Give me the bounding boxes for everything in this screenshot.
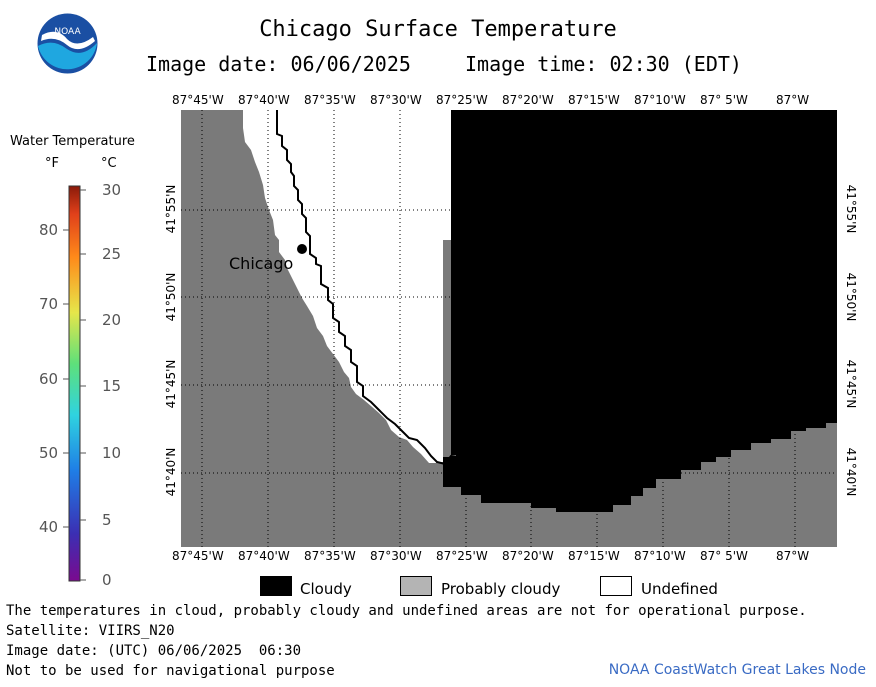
lon-top-2: 87°35'W <box>304 93 356 107</box>
lon-bottom-1: 87°40'W <box>238 549 290 563</box>
image-time: Image time: 02:30 (EDT) <box>465 52 742 76</box>
lat-left-1: 41°50'N <box>164 272 178 322</box>
c-tick-10: 10 <box>102 444 122 462</box>
undefined-swatch <box>600 576 632 596</box>
c-tick-15: 15 <box>102 377 122 395</box>
legend-title: Water Temperature <box>10 134 135 149</box>
graticule <box>181 110 837 547</box>
operational-note: The temperatures in cloud, probably clou… <box>6 603 807 619</box>
f-tick-40: 40 <box>39 518 59 536</box>
lon-bottom-7: 87°10'W <box>634 549 686 563</box>
unit-fahrenheit: °F <box>45 156 59 171</box>
c-tick-5: 5 <box>102 511 112 529</box>
probably-cloudy-swatch <box>400 576 432 596</box>
lon-top-1: 87°40'W <box>238 93 290 107</box>
coastline <box>276 110 457 466</box>
c-tick-30: 30 <box>102 181 122 199</box>
lat-left-3: 41°40'N <box>164 447 178 497</box>
undefined-label: Undefined <box>641 580 718 598</box>
undefined-area <box>243 110 451 463</box>
c-tick-20: 20 <box>102 311 122 329</box>
lon-bottom-3: 87°30'W <box>370 549 422 563</box>
lon-bottom-4: 87°25'W <box>436 549 488 563</box>
lon-top-3: 87°30'W <box>370 93 422 107</box>
image-date: Image date: 06/06/2025 <box>146 52 411 76</box>
lat-right-2: 41°45'N <box>844 359 858 409</box>
unit-celsius: °C <box>101 156 117 171</box>
lat-left-0: 41°55'N <box>164 184 178 234</box>
lon-top-9: 87°W <box>776 93 810 107</box>
f-tick-50: 50 <box>39 444 59 462</box>
cloudy-label: Cloudy <box>300 580 352 598</box>
f-tick-60: 60 <box>39 370 59 388</box>
f-tick-80: 80 <box>39 221 59 239</box>
svg-text:NOAA: NOAA <box>54 27 81 37</box>
lon-bottom-5: 87°20'W <box>502 549 554 563</box>
lon-top-6: 87°15'W <box>568 93 620 107</box>
lat-left-2: 41°45'N <box>164 359 178 409</box>
credit-link[interactable]: NOAA CoastWatch Great Lakes Node <box>608 662 866 678</box>
lat-right-0: 41°55'N <box>844 184 858 234</box>
utc-date: Image date: (UTC) 06/06/2025 06:30 <box>6 643 302 659</box>
lon-top-0: 87°45'W <box>172 93 224 107</box>
surface-temperature-map <box>181 110 837 547</box>
cloudy-swatch <box>260 576 292 596</box>
lon-bottom-2: 87°35'W <box>304 549 356 563</box>
lon-top-5: 87°20'W <box>502 93 554 107</box>
f-tick-70: 70 <box>39 295 59 313</box>
noaa-logo: NOAA <box>37 13 98 74</box>
lon-top-7: 87°10'W <box>634 93 686 107</box>
lat-right-3: 41°40'N <box>844 447 858 497</box>
map-title: Chicago Surface Temperature <box>259 17 617 42</box>
temperature-color-scale <box>63 185 86 582</box>
lon-bottom-6: 87°15'W <box>568 549 620 563</box>
chicago-label: Chicago <box>229 254 294 273</box>
chicago-marker <box>297 244 307 254</box>
c-tick-0: 0 <box>102 571 112 589</box>
lon-bottom-0: 87°45'W <box>172 549 224 563</box>
probably-cloudy-label: Probably cloudy <box>441 580 561 598</box>
navigation-warning: Not to be used for navigational purpose <box>6 663 335 679</box>
lon-bottom-9: 87°W <box>776 549 810 563</box>
lon-top-4: 87°25'W <box>436 93 488 107</box>
satellite-info: Satellite: VIIRS_N20 <box>6 623 175 639</box>
lat-right-1: 41°50'N <box>844 272 858 322</box>
lon-bottom-8: 87° 5'W <box>700 549 748 563</box>
c-tick-25: 25 <box>102 245 122 263</box>
lon-top-8: 87° 5'W <box>700 93 748 107</box>
